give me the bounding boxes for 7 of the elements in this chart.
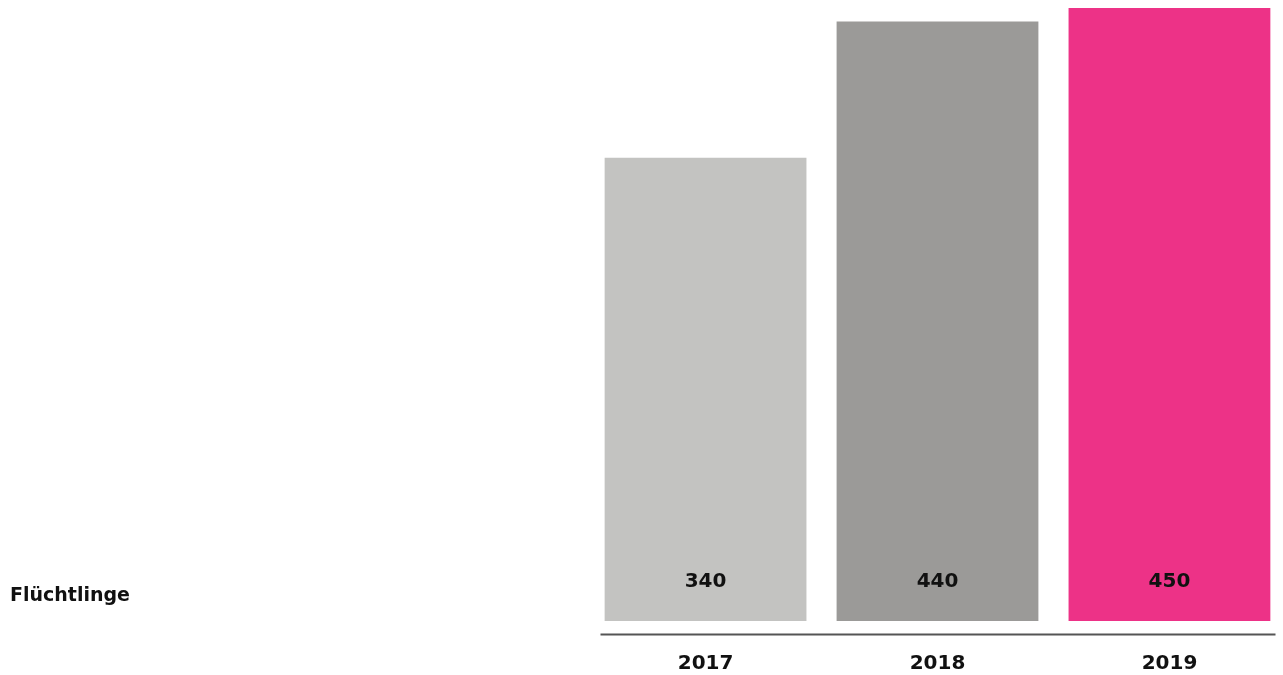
- text: Flüchtlinge: [10, 583, 130, 605]
- x-tick-label: 2017: [677, 649, 734, 674]
- data-label: 450: [1148, 568, 1191, 592]
- data-label: 340: [684, 568, 727, 592]
- data-label: 440: [916, 568, 959, 592]
- x-tick-label: 2019: [1141, 649, 1198, 674]
- x-tick-label: 2018: [909, 649, 966, 674]
